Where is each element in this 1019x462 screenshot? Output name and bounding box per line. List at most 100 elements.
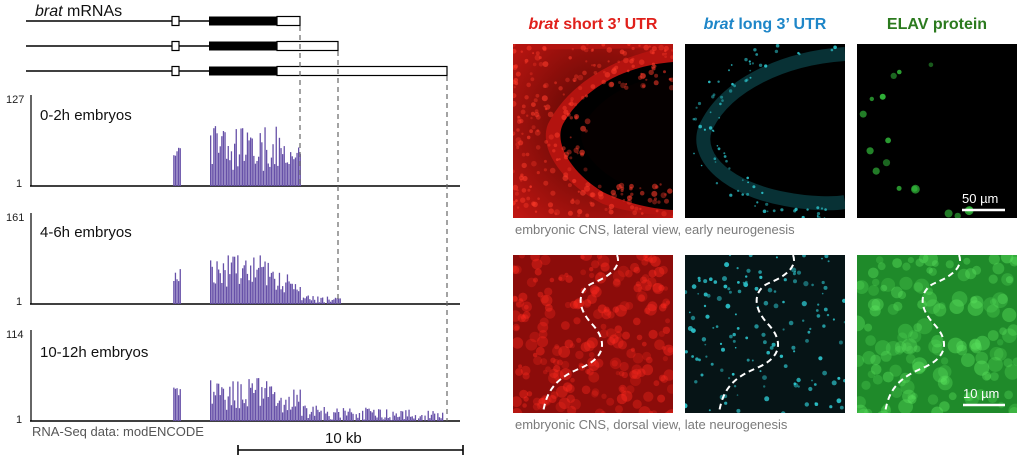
signal-spot [695,106,698,109]
coverage-bar [218,383,220,421]
coverage-bar [226,158,228,186]
signal-spot [556,359,563,366]
signal-spot [882,159,891,167]
coverage-bar [235,273,237,304]
signal-spot [526,45,532,51]
coverage-bar [282,412,284,421]
signal-spot [932,343,944,356]
header-short-utr: brat short 3’ UTR [513,16,673,34]
coverage-bar [246,273,249,304]
signal-spot [862,351,876,365]
coverage-bar [334,412,337,421]
coverage-bar [262,170,265,186]
signal-spot [762,375,767,380]
signal-spot [926,267,933,274]
signal-spot [581,95,585,100]
track-ymax-0: 127 [6,94,25,106]
signal-spot [745,336,749,340]
signal-spot [536,336,549,348]
signal-spot [736,327,740,330]
signal-spot [577,190,580,193]
signal-spot [961,353,975,367]
signal-spot [548,134,554,140]
signal-spot [857,396,866,409]
signal-spot [987,357,1003,372]
signal-spot [590,286,602,298]
signal-spot [618,81,622,84]
signal-spot [550,357,556,363]
coverage-bar [378,409,380,421]
signal-spot [515,199,518,203]
signal-spot [542,45,547,51]
coverage-bar [427,410,429,421]
coverage-bar [221,136,223,186]
signal-spot [668,411,673,413]
signal-spot [909,331,919,340]
coverage-bar [176,279,178,304]
coverage-track-2 [30,330,460,422]
coverage-bar [294,406,297,421]
signal-spot [604,207,608,212]
coverage-bar [301,300,303,304]
signal-spot [698,358,701,362]
coverage-bar [365,407,367,421]
signal-spot [861,380,871,390]
coverage-bar [288,281,290,304]
track-ymin-2: 1 [16,414,23,426]
coverage-bar [235,129,237,186]
signal-spot [1004,390,1013,400]
coverage-bar [299,153,301,186]
signal-spot [610,189,616,196]
signal-spot [637,286,643,292]
signal-spot [554,212,558,216]
coverage-bar [280,397,282,421]
signal-spot [515,368,523,376]
signal-spot [562,93,565,96]
signal-spot [897,323,913,339]
signal-spot [1008,403,1017,413]
signal-spot [513,64,518,71]
signal-spot [658,374,666,382]
signal-spot [619,49,625,55]
signal-spot [645,284,652,291]
signal-spot [526,196,531,201]
gene-title-label: mRNAs [67,3,123,20]
coverage-bar [298,147,300,186]
signal-spot [748,255,753,258]
signal-spot [664,198,669,204]
coverage-bar [357,417,359,421]
signal-spot [558,346,571,358]
signal-spot [580,255,593,261]
signal-spot [705,355,708,358]
signal-spot [661,211,667,217]
signal-spot [972,265,982,275]
panel-short-utr-lateral [513,44,673,218]
signal-spot [869,96,874,102]
signal-spot [992,292,1008,309]
coverage-bar [344,410,346,421]
coverage-bar [282,286,284,304]
coverage-bar [246,406,249,421]
signal-spot [614,65,619,70]
signal-spot [744,57,748,62]
signal-spot [576,152,579,155]
signal-spot [636,255,648,261]
signal-spot [564,301,572,309]
coverage-bar [237,255,239,304]
signal-spot [573,147,579,153]
signal-spot [527,188,531,192]
coverage-bar [403,419,405,421]
coverage-bar [222,388,225,421]
signal-spot [1004,364,1017,380]
signal-spot [513,44,516,47]
signal-spot [584,118,591,125]
signal-spot [629,58,634,64]
signal-spot [543,180,549,186]
signal-spot [662,326,671,334]
signal-spot [1001,273,1014,286]
signal-spot [640,72,646,79]
signal-spot [637,294,646,302]
coverage-bar [299,389,301,421]
coverage-bar [246,132,249,186]
signal-spot [583,167,588,172]
